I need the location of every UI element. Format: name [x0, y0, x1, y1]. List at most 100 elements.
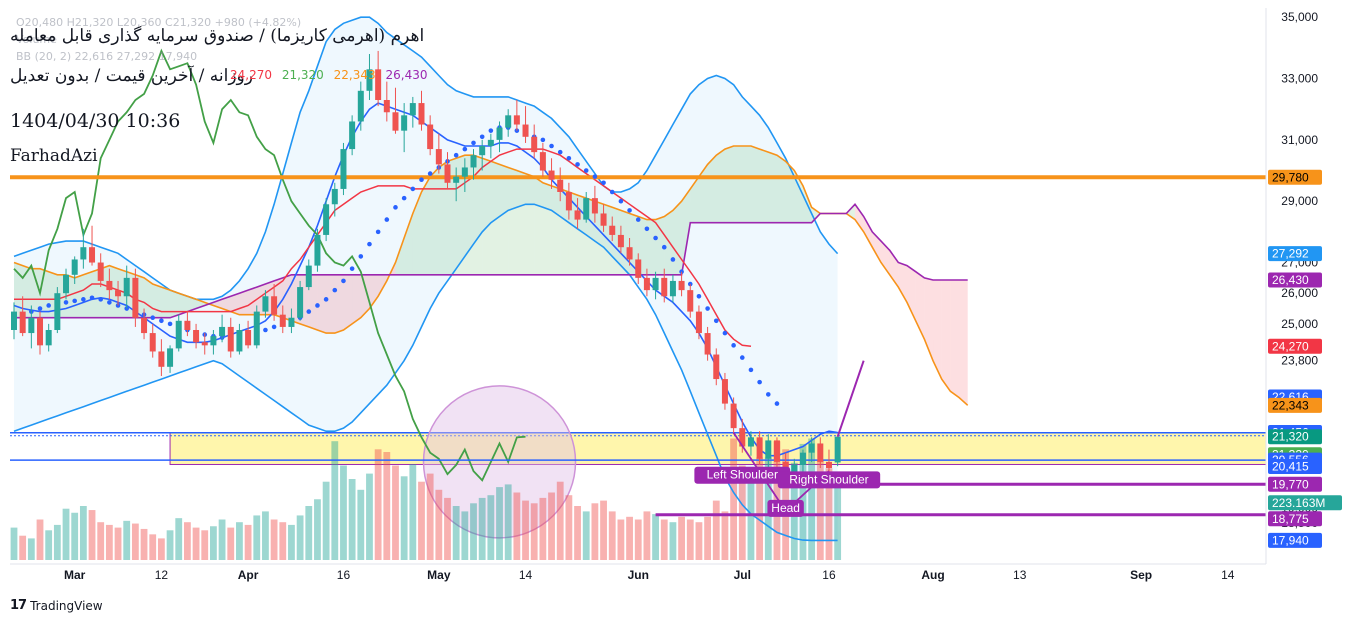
price-tag-label: 20,415 — [1272, 459, 1309, 473]
candle-body — [236, 330, 243, 352]
cloud-segment — [508, 167, 517, 275]
candle-body — [184, 320, 191, 330]
volume-bar — [62, 508, 70, 560]
chart-subtitle: روزانه / آخرین قیمت / بدون تعدیل — [10, 66, 253, 86]
cloud-segment — [161, 287, 171, 318]
psar-dot — [575, 162, 580, 167]
candle-body — [591, 198, 598, 214]
psar-dot — [89, 295, 95, 301]
candle-body — [115, 290, 122, 297]
candle-body — [704, 333, 711, 355]
psar-dot — [557, 149, 563, 155]
volume-bar — [435, 489, 443, 560]
cloud-segment — [360, 274, 370, 318]
cloud-segment — [248, 287, 257, 315]
cloud-segment — [759, 149, 769, 223]
candle-body — [89, 247, 96, 263]
pattern-label-badge — [694, 466, 791, 484]
cloud-segment — [525, 173, 535, 275]
psar-dot — [592, 174, 598, 179]
candle-body — [97, 262, 104, 281]
pattern-label-badge — [777, 471, 881, 489]
psar-dot — [159, 318, 164, 324]
cloud-segment — [222, 296, 231, 312]
price-tag-label: 29,780 — [1272, 170, 1309, 184]
chart-datetime: 1404/04/30 10:36 — [10, 110, 181, 132]
candle-body — [149, 333, 156, 352]
price-tag-label: 21,320 — [1272, 430, 1309, 444]
psar-dot — [644, 226, 650, 232]
ichimoku-value-2: 22,343 — [333, 68, 376, 82]
candle-body — [747, 437, 754, 447]
cloud-segment — [326, 274, 335, 334]
volume-bar — [149, 534, 157, 560]
ichimoku-value-1: 21,320 — [281, 68, 324, 82]
candle-body — [548, 170, 555, 180]
volume-bar — [157, 538, 165, 560]
volume-bar — [270, 519, 278, 560]
cloud-segment — [187, 296, 197, 312]
volume-bar — [487, 495, 495, 560]
psar-dot — [263, 327, 268, 333]
volume-bar — [296, 515, 304, 560]
volume-bar — [582, 511, 590, 560]
cloud-segment — [742, 146, 751, 223]
volume-bar — [88, 510, 96, 560]
volume-bar — [669, 522, 677, 560]
psar-dot — [765, 392, 771, 397]
volume-bar — [210, 526, 217, 560]
volume-bar — [288, 524, 295, 560]
brand[interactable]: 17 TradingView — [10, 598, 103, 613]
psar-dot — [393, 205, 398, 210]
cloud-segment — [438, 161, 448, 275]
candle-body — [808, 443, 815, 453]
volume-bar — [201, 530, 209, 560]
volume-bar — [678, 516, 685, 560]
psar-dot — [167, 321, 173, 327]
psar-dot — [367, 241, 372, 247]
tradingview-logo-icon: 17 — [10, 598, 27, 613]
volume-bar — [262, 511, 269, 560]
chart-title: اهرم (اهرمی کاریزما) / صندوق سرمایه گذار… — [10, 26, 425, 46]
candle-body — [314, 234, 321, 266]
psar-dot — [488, 128, 494, 133]
cloud-segment — [672, 201, 682, 275]
volume-bar — [45, 530, 53, 560]
candle-body — [765, 440, 772, 459]
cloud-segment — [83, 271, 93, 318]
candle-body — [340, 149, 347, 189]
candle-body — [713, 354, 720, 380]
bollinger-fill — [14, 17, 838, 541]
price-tag-label: 223.163M — [1272, 496, 1325, 510]
psar-dot — [332, 287, 338, 293]
psar-dot — [696, 293, 702, 299]
cloud-segment — [785, 161, 795, 223]
volume-bar — [496, 487, 503, 560]
psar-dot — [410, 186, 416, 192]
volume-bar — [574, 506, 581, 560]
volume-bar — [556, 481, 564, 560]
time-tick-label: 12 — [155, 568, 169, 582]
psar-dot — [479, 134, 485, 140]
volume-bar — [53, 524, 61, 560]
volume-bar — [539, 497, 547, 560]
chart-author: FarhadAzi — [10, 146, 98, 166]
cloud-segment — [534, 176, 543, 275]
psar-dot — [358, 254, 364, 259]
candle-body — [565, 192, 572, 211]
cloud-segment — [854, 204, 864, 232]
cloud-segment — [352, 274, 361, 324]
bollinger-lower-line — [13, 203, 838, 542]
candle-body — [652, 277, 659, 291]
volume-bar — [756, 457, 764, 560]
volume-bar — [712, 500, 720, 560]
candle-body — [643, 277, 650, 291]
psar-dot — [427, 171, 433, 176]
ichimoku-values: 24,270 21,320 22,343 26,430 — [230, 68, 433, 82]
candle-body — [817, 443, 824, 462]
cloud-segment — [178, 293, 188, 315]
cloud-segment — [430, 167, 439, 275]
volume-bar — [513, 492, 521, 560]
